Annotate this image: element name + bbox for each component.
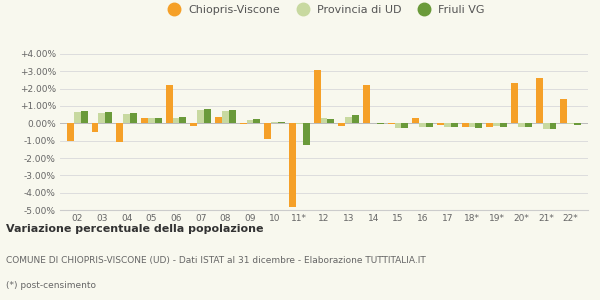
Text: Variazione percentuale della popolazione: Variazione percentuale della popolazione — [6, 224, 263, 235]
Bar — [550, 123, 556, 128]
Bar — [314, 70, 320, 123]
Bar — [278, 122, 285, 123]
Bar — [419, 123, 426, 127]
Bar — [239, 123, 247, 124]
Bar — [123, 114, 130, 123]
Bar — [437, 123, 444, 125]
Bar — [166, 85, 173, 123]
Bar — [469, 123, 475, 127]
Bar — [511, 83, 518, 123]
Bar — [542, 123, 550, 128]
Text: COMUNE DI CHIOPRIS-VISCONE (UD) - Dati ISTAT al 31 dicembre - Elaborazione TUTTI: COMUNE DI CHIOPRIS-VISCONE (UD) - Dati I… — [6, 256, 426, 265]
Bar — [338, 123, 345, 126]
Bar — [388, 123, 395, 124]
Bar — [461, 123, 469, 127]
Bar — [253, 119, 260, 123]
Bar — [148, 118, 155, 123]
Bar — [475, 123, 482, 128]
Bar — [173, 118, 179, 123]
Bar — [92, 123, 98, 132]
Bar — [401, 123, 409, 128]
Bar — [247, 120, 253, 123]
Bar — [106, 112, 112, 123]
Bar — [229, 110, 236, 123]
Bar — [141, 118, 148, 123]
Bar — [116, 123, 123, 142]
Text: (*) post-censimento: (*) post-censimento — [6, 281, 96, 290]
Bar — [412, 118, 419, 123]
Bar — [444, 123, 451, 127]
Bar — [155, 118, 161, 123]
Bar — [493, 123, 500, 126]
Bar — [264, 123, 271, 139]
Bar — [525, 123, 532, 127]
Bar — [328, 119, 334, 123]
Bar — [320, 118, 328, 123]
Bar — [98, 113, 106, 123]
Bar — [303, 123, 310, 145]
Bar — [222, 111, 229, 123]
Bar — [363, 85, 370, 123]
Bar — [81, 111, 88, 123]
Bar — [377, 123, 384, 124]
Bar — [67, 123, 74, 141]
Bar — [74, 112, 81, 123]
Bar — [567, 123, 574, 124]
Bar — [426, 123, 433, 127]
Bar — [296, 123, 303, 124]
Bar — [215, 117, 222, 123]
Bar — [197, 110, 204, 123]
Bar — [574, 123, 581, 125]
Bar — [451, 123, 458, 127]
Bar — [204, 110, 211, 123]
Bar — [190, 123, 197, 126]
Bar — [518, 123, 525, 127]
Bar — [500, 123, 507, 127]
Bar — [395, 123, 401, 128]
Bar — [536, 78, 542, 123]
Bar — [487, 123, 493, 127]
Bar — [271, 122, 278, 123]
Bar — [345, 117, 352, 123]
Bar — [560, 99, 567, 123]
Bar — [179, 117, 187, 123]
Bar — [289, 123, 296, 206]
Bar — [352, 115, 359, 123]
Bar — [130, 113, 137, 123]
Legend: Chiopris-Viscone, Provincia di UD, Friuli VG: Chiopris-Viscone, Provincia di UD, Friul… — [159, 0, 489, 19]
